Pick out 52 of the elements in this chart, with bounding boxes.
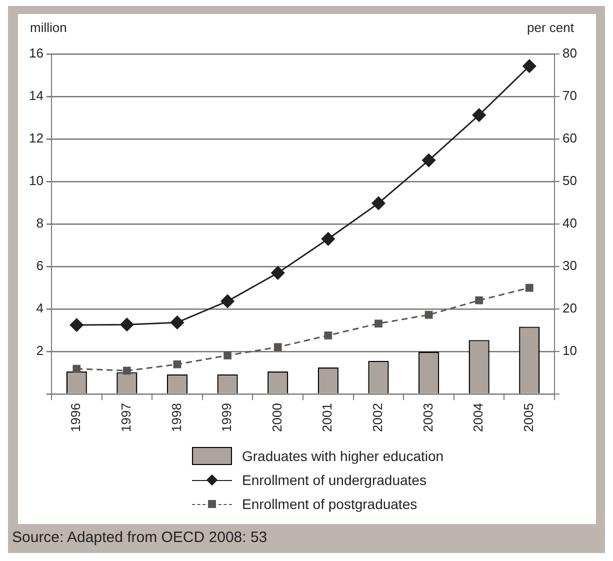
y2-tick-label: 60 bbox=[562, 130, 578, 146]
y-tick-label: 10 bbox=[28, 173, 44, 188]
point bbox=[424, 310, 433, 319]
y2-axis-title: per cent bbox=[527, 20, 574, 35]
y2-tick-label: 40 bbox=[562, 216, 578, 231]
y2-tick-label: 70 bbox=[562, 88, 578, 104]
point bbox=[70, 318, 84, 332]
x-tick-label: 1998 bbox=[168, 403, 184, 432]
x-tick-label: 2004 bbox=[470, 403, 486, 432]
x-tick-label: 1999 bbox=[219, 403, 234, 432]
point bbox=[122, 366, 131, 375]
y2-tick-label: 30 bbox=[562, 258, 578, 274]
y-tick-label: 16 bbox=[28, 46, 44, 61]
y2-tick-label: 50 bbox=[562, 173, 578, 188]
y2-tick-label: 80 bbox=[562, 46, 578, 61]
y-axis-title: million bbox=[30, 20, 67, 35]
source-note: Source: Adapted from OECD 2008: 53 bbox=[12, 529, 268, 546]
y-tick-label: 6 bbox=[36, 258, 44, 274]
point bbox=[224, 351, 232, 360]
point bbox=[72, 364, 81, 373]
y-tick-label: 14 bbox=[28, 88, 44, 104]
x-tick-label: 2000 bbox=[269, 403, 284, 432]
point bbox=[374, 320, 382, 328]
point bbox=[173, 360, 182, 368]
point bbox=[422, 154, 436, 168]
point bbox=[274, 343, 282, 352]
y-tick-label: 4 bbox=[36, 300, 44, 316]
x-tick-label: 2001 bbox=[320, 403, 335, 432]
point bbox=[525, 284, 534, 292]
y-tick-label: 2 bbox=[36, 343, 44, 358]
y-tick-label: 12 bbox=[28, 130, 44, 146]
x-tick-label: 2002 bbox=[370, 403, 386, 432]
legend-label: Enrollment of undergraduates bbox=[242, 472, 426, 488]
point bbox=[220, 294, 234, 308]
x-tick-label: 1997 bbox=[118, 403, 134, 432]
point bbox=[170, 316, 184, 330]
point bbox=[475, 296, 484, 304]
x-tick-label: 2003 bbox=[420, 403, 436, 432]
point bbox=[271, 266, 285, 280]
y2-tick-label: 10 bbox=[562, 343, 578, 358]
x-tick-label: 1996 bbox=[68, 403, 84, 432]
point bbox=[472, 108, 486, 122]
x-tick-label: 2005 bbox=[520, 403, 536, 432]
legend-label: Enrollment of postgraduates bbox=[242, 496, 418, 512]
y-tick-label: 8 bbox=[36, 216, 44, 231]
point bbox=[120, 318, 134, 332]
point bbox=[324, 331, 332, 340]
point bbox=[522, 59, 536, 73]
point bbox=[372, 196, 386, 210]
point bbox=[321, 232, 335, 246]
y2-tick-label: 20 bbox=[562, 300, 578, 316]
legend-label: Graduates with higher education bbox=[242, 448, 444, 464]
